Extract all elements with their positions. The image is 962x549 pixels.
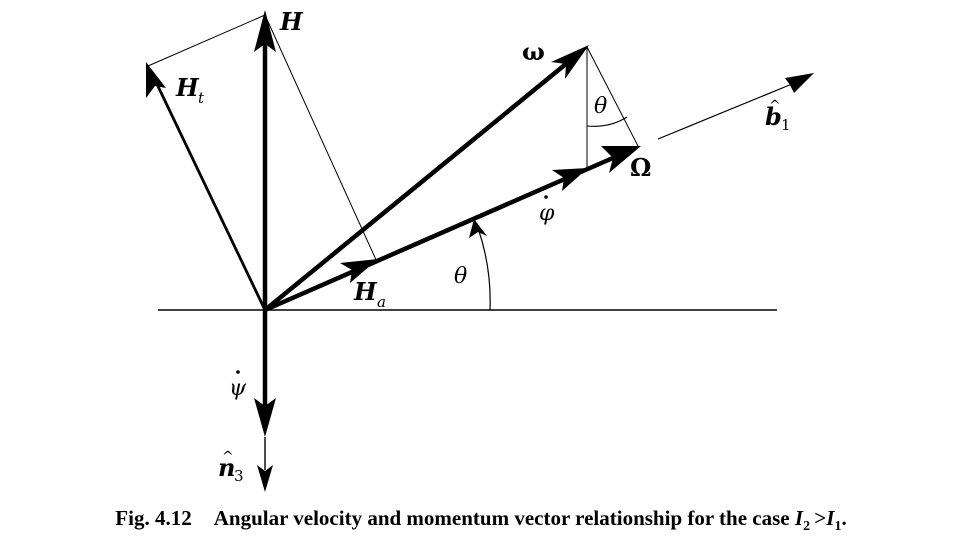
- psi-dot-arrowhead: [254, 398, 276, 437]
- construction-line-h-to-ha: [264, 14, 378, 263]
- svg-text:1: 1: [781, 116, 791, 134]
- figure-number: Fig. 4.12: [115, 506, 192, 530]
- omega-vector: [263, 57, 574, 312]
- svg-text:a: a: [377, 293, 386, 311]
- svg-text:^: ^: [769, 98, 781, 114]
- Ht-arrowhead: [146, 62, 166, 98]
- label-theta-lower: θ: [454, 264, 467, 289]
- svg-text:H: H: [175, 73, 200, 102]
- Ha-arrowhead: [340, 259, 378, 283]
- construction-line-omega-to-Omega: [586, 46, 639, 147]
- svg-text:n: n: [218, 453, 235, 482]
- phi-dot-arrowhead: [552, 168, 588, 191]
- svg-text:b: b: [765, 102, 782, 131]
- svg-text:t: t: [198, 89, 205, 107]
- svg-text:φ: φ: [539, 201, 555, 226]
- svg-text:ψ: ψ: [229, 376, 247, 401]
- theta-arc-lower: [477, 227, 491, 311]
- svg-text:^: ^: [222, 449, 234, 465]
- Omega-arrowhead: [601, 146, 641, 173]
- label-n3-hat: n 3 ^: [218, 449, 244, 485]
- omega-arrowhead: [551, 45, 589, 79]
- Ht-vector: [153, 79, 267, 311]
- b1-axis-line: [657, 83, 793, 140]
- svg-text:H: H: [353, 277, 378, 306]
- label-Omega: Ω: [630, 153, 651, 182]
- theta-arc-lower-arrowhead: [469, 219, 487, 238]
- H-arrowhead: [254, 10, 276, 52]
- figure-caption: Fig. 4.12 Angular velocity and momentum v…: [0, 506, 962, 535]
- b1-arrowhead: [785, 73, 814, 93]
- label-psi-dot: ψ: [229, 370, 247, 401]
- svg-text:3: 3: [234, 467, 244, 485]
- label-Ht: H t: [175, 73, 205, 107]
- construction-line-h-to-ht: [147, 14, 266, 67]
- label-H: H: [279, 7, 304, 36]
- caption-condition: I2 >I1.: [794, 506, 847, 535]
- theta-arc-upper: [586, 116, 628, 127]
- n3-arrowhead: [257, 465, 273, 492]
- Omega-vector: [264, 151, 623, 313]
- label-omega: ω: [522, 37, 545, 66]
- label-b1-hat: b 1 ^: [765, 98, 791, 134]
- label-phi-dot: φ: [539, 195, 555, 226]
- label-Ha: H a: [353, 277, 386, 311]
- caption-text: Angular velocity and momentum vector rel…: [213, 506, 790, 530]
- vector-diagram: H H t H a ω Ω b 1 ^ φ ψ n 3 ^ θ θ: [146, 7, 814, 492]
- label-theta-upper: θ: [594, 94, 607, 119]
